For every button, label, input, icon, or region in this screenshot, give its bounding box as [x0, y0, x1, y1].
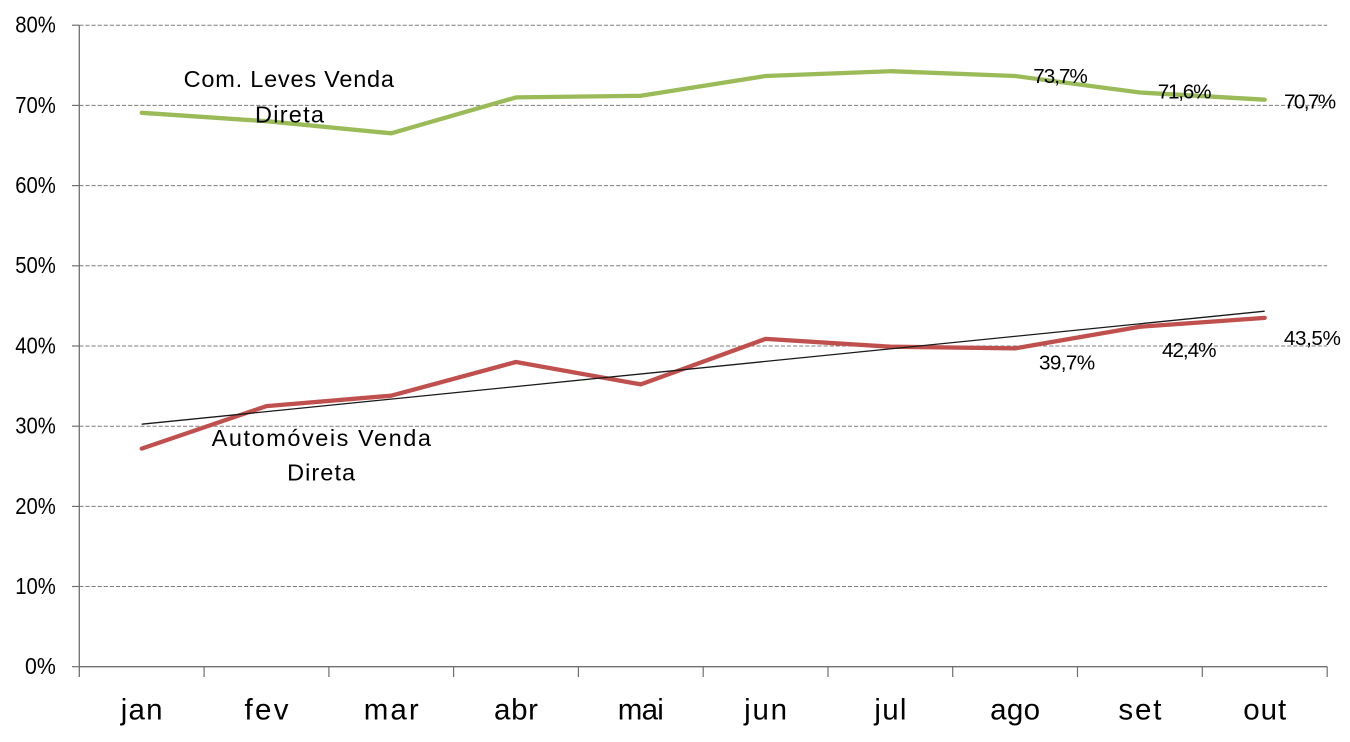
svg-text:jan: jan	[120, 694, 163, 727]
svg-text:80%: 80%	[15, 12, 56, 38]
svg-text:42,4%: 42,4%	[1162, 339, 1217, 362]
svg-text:fev: fev	[245, 694, 289, 727]
svg-text:43,5%: 43,5%	[1284, 327, 1341, 350]
svg-text:70%: 70%	[15, 92, 56, 118]
svg-text:0%: 0%	[25, 653, 56, 679]
svg-text:50%: 50%	[15, 252, 56, 278]
svg-text:40%: 40%	[15, 332, 56, 358]
svg-text:Direta: Direta	[255, 102, 325, 128]
svg-text:60%: 60%	[15, 172, 56, 198]
svg-text:Automóveis Venda: Automóveis Venda	[212, 425, 432, 451]
svg-text:20%: 20%	[15, 493, 56, 519]
svg-text:jun: jun	[743, 694, 787, 727]
svg-text:Com. Leves Venda: Com. Leves Venda	[184, 66, 395, 92]
svg-text:mai: mai	[618, 694, 664, 727]
svg-text:mar: mar	[364, 694, 419, 727]
svg-text:set: set	[1118, 694, 1161, 727]
svg-text:ago: ago	[990, 694, 1040, 727]
svg-text:73,7%: 73,7%	[1033, 65, 1088, 88]
svg-text:70,7%: 70,7%	[1284, 90, 1336, 113]
svg-text:30%: 30%	[15, 413, 56, 439]
svg-text:39,7%: 39,7%	[1039, 352, 1095, 375]
svg-text:jul: jul	[873, 694, 906, 727]
svg-text:71,6%: 71,6%	[1158, 81, 1212, 104]
svg-text:out: out	[1243, 694, 1286, 727]
svg-text:Direta: Direta	[287, 460, 356, 486]
svg-text:10%: 10%	[15, 573, 56, 599]
svg-text:abr: abr	[494, 694, 538, 727]
